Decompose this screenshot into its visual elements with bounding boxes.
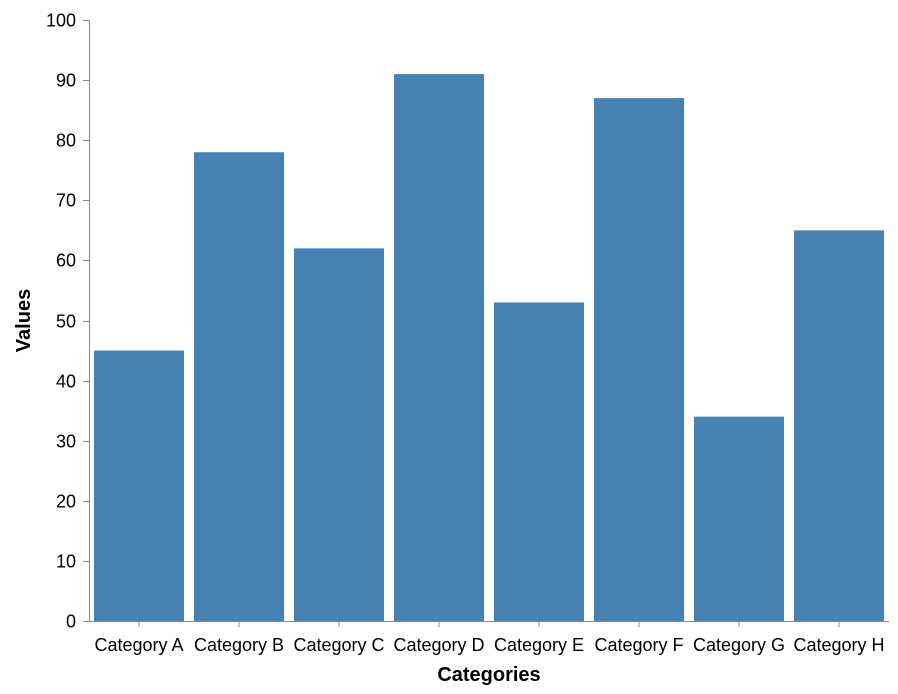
y-tick-label: 60 <box>56 251 76 271</box>
y-tick-label: 80 <box>56 131 76 151</box>
y-tick-label: 30 <box>56 432 76 452</box>
bar-category-e <box>494 302 584 621</box>
bar-category-d <box>394 74 484 622</box>
x-tick-label: Category G <box>693 635 785 655</box>
x-tick-label: Category F <box>594 635 683 655</box>
bars-layer <box>94 74 884 622</box>
y-axis: 0 10 20 30 40 50 60 70 80 90 100 <box>46 11 90 632</box>
y-tick-label: 40 <box>56 372 76 392</box>
x-axis: Category A Category B Category C Category D… <box>89 621 889 655</box>
y-tick-label: 100 <box>46 11 76 31</box>
bar-category-c <box>294 248 384 621</box>
y-tick-label: 70 <box>56 191 76 211</box>
y-tick-label: 0 <box>66 612 76 632</box>
bar-category-g <box>694 416 784 621</box>
y-tick-label: 10 <box>56 552 76 572</box>
y-axis-title: Values <box>13 289 35 352</box>
bar-category-b <box>194 152 284 621</box>
y-tick-label: 90 <box>56 71 76 91</box>
bar-category-h <box>794 230 884 621</box>
bar-category-a <box>94 350 184 621</box>
x-tick-label: Category B <box>194 635 284 655</box>
x-tick-label: Category A <box>94 635 183 655</box>
x-axis-title: Categories <box>437 664 540 686</box>
bar-category-f <box>594 98 684 621</box>
y-tick-label: 50 <box>56 312 76 332</box>
x-tick-label: Category E <box>494 635 584 655</box>
x-tick-label: Category H <box>793 635 884 655</box>
y-tick-label: 20 <box>56 492 76 512</box>
x-tick-label: Category C <box>293 635 384 655</box>
x-tick-label: Category D <box>393 635 484 655</box>
